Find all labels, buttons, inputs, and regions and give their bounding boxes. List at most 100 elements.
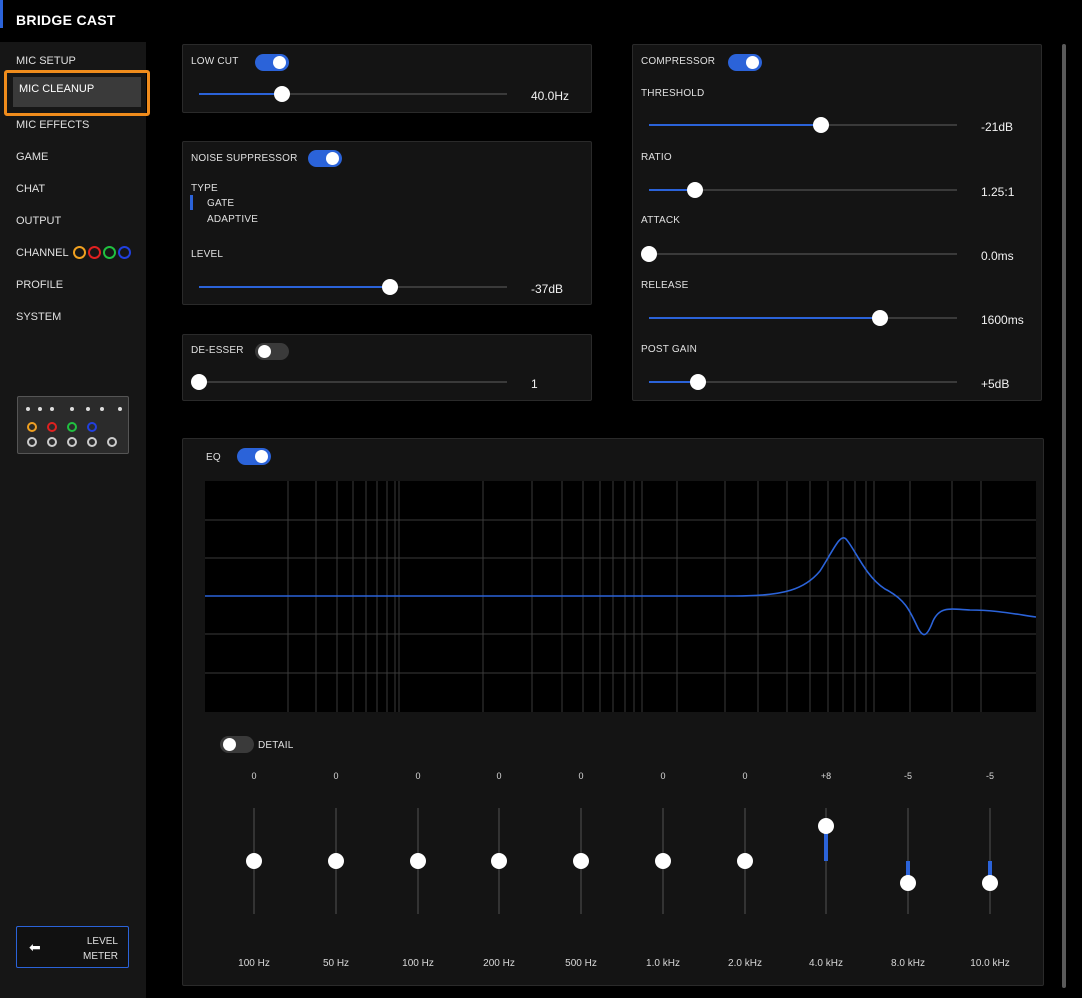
eq-band-slider[interactable] — [244, 808, 264, 914]
eq-band-gain: 0 — [742, 771, 748, 781]
compressor-panel: COMPRESSOR THRESHOLD -21dB RATIO 1.25:1 … — [632, 44, 1042, 401]
eq-band-frequency: 200 Hz — [483, 958, 515, 969]
sidebar: BRIDGE CAST MIC SETUP MIC CLEANUP MIC EF… — [0, 0, 150, 998]
eq-detail-label: DETAIL — [258, 740, 294, 751]
eq-band-frequency: 10.0 kHz — [970, 958, 1010, 969]
eq-band-gain: 0 — [496, 771, 502, 781]
eq-band-frequency: 500 Hz — [565, 958, 597, 969]
channel-ring-icon — [88, 245, 102, 259]
post-gain-label: POST GAIN — [641, 344, 698, 355]
eq-band-slider[interactable] — [816, 808, 836, 914]
ratio-slider[interactable] — [649, 182, 957, 198]
sidebar-item-label: CHANNEL — [16, 247, 69, 259]
sidebar-item-mic-cleanup-highlight: MIC CLEANUP — [13, 77, 141, 107]
scrollbar[interactable] — [1062, 44, 1066, 988]
eq-band-gain: 0 — [578, 771, 584, 781]
type-label: TYPE — [191, 183, 218, 194]
compressor-toggle[interactable] — [728, 54, 762, 71]
eq-band-frequency: 50 Hz — [322, 958, 350, 969]
type-option-adaptive[interactable]: ADAPTIVE — [207, 214, 259, 225]
de-esser-slider[interactable] — [191, 374, 507, 390]
eq-band-slider[interactable] — [489, 808, 509, 914]
noise-suppressor-panel: NOISE SUPPRESSOR TYPE GATE ADAPTIVE LEVE… — [182, 141, 592, 305]
threshold-value: -21dB — [981, 120, 1014, 134]
eq-band-gain: +8 — [820, 771, 832, 781]
release-slider[interactable] — [649, 310, 957, 326]
attack-value: 0.0ms — [981, 249, 1014, 263]
attack-label: ATTACK — [641, 215, 681, 226]
sidebar-item-channel[interactable]: CHANNEL — [16, 243, 132, 263]
sidebar-item-profile[interactable]: PROFILE — [16, 279, 64, 291]
de-esser-value: 1 — [531, 377, 538, 391]
eq-band-frequency: 4.0 kHz — [809, 958, 843, 969]
sidebar-item-mic-cleanup[interactable]: MIC CLEANUP — [4, 70, 150, 116]
app-title: BRIDGE CAST — [16, 12, 116, 28]
eq-band-frequency: 8.0 kHz — [891, 958, 925, 969]
noise-suppressor-toggle[interactable] — [308, 150, 342, 167]
level-meter-button[interactable]: ⬅ LEVEL METER — [16, 926, 129, 968]
eq-band-gain: 0 — [251, 771, 257, 781]
sidebar-item-label: MIC CLEANUP — [19, 83, 95, 95]
low-cut-value: 40.0Hz — [531, 89, 570, 103]
arrow-left-icon: ⬅ — [29, 939, 41, 955]
channel-color-rings — [71, 245, 132, 259]
type-option-gate[interactable]: GATE — [207, 198, 235, 209]
sidebar-item-mic-effects[interactable]: MIC EFFECTS — [16, 119, 90, 131]
eq-band-slider[interactable] — [408, 808, 428, 914]
level-meter-label: LEVEL METER — [83, 936, 118, 962]
noise-suppressor-label: NOISE SUPPRESSOR — [191, 153, 298, 164]
eq-band-gain: 0 — [660, 771, 666, 781]
eq-band-frequency: 100 Hz — [238, 958, 270, 969]
sidebar-item-output[interactable]: OUTPUT — [16, 215, 62, 227]
eq-band-gain: 0 — [415, 771, 421, 781]
channel-ring-icon — [103, 245, 117, 259]
device-thumbnail — [17, 396, 129, 454]
eq-band-frequency: 100 Hz — [402, 958, 434, 969]
sidebar-item-mic-setup[interactable]: MIC SETUP — [16, 55, 76, 67]
eq-response-graph — [205, 481, 1036, 712]
post-gain-slider[interactable] — [649, 374, 957, 390]
de-esser-toggle[interactable] — [255, 343, 289, 360]
attack-slider[interactable] — [641, 246, 957, 262]
eq-band-gain: -5 — [903, 771, 912, 781]
eq-band-gain: -5 — [985, 771, 994, 781]
ratio-label: RATIO — [641, 152, 672, 163]
eq-band-frequency: 1.0 kHz — [646, 958, 680, 969]
eq-label: EQ — [206, 452, 221, 463]
eq-band-slider[interactable] — [980, 808, 1000, 914]
compressor-label: COMPRESSOR — [641, 56, 716, 67]
eq-curve — [205, 537, 1036, 636]
low-cut-label: LOW CUT — [191, 56, 239, 67]
release-value: 1600ms — [981, 313, 1024, 327]
eq-band-slider[interactable] — [653, 808, 673, 914]
brand-accent-bar — [0, 0, 3, 28]
threshold-slider[interactable] — [649, 117, 957, 133]
eq-band-slider[interactable] — [326, 808, 346, 914]
eq-band-slider[interactable] — [898, 808, 918, 914]
brand-header: BRIDGE CAST — [0, 0, 146, 42]
sidebar-item-chat[interactable]: CHAT — [16, 183, 46, 195]
sidebar-item-system[interactable]: SYSTEM — [16, 311, 62, 323]
eq-band-slider[interactable] — [571, 808, 591, 914]
eq-toggle[interactable] — [237, 448, 271, 465]
noise-suppressor-level-slider[interactable] — [199, 279, 507, 295]
release-label: RELEASE — [641, 280, 689, 291]
channel-ring-icon — [118, 245, 132, 259]
channel-ring-icon — [73, 245, 87, 259]
eq-band-slider[interactable] — [735, 808, 755, 914]
eq-detail-toggle[interactable] — [220, 736, 254, 753]
eq-band-gain: 0 — [333, 771, 339, 781]
de-esser-label: DE-ESSER — [191, 345, 244, 356]
noise-suppressor-level-value: -37dB — [531, 282, 564, 296]
low-cut-panel: LOW CUT 40.0Hz — [182, 44, 592, 113]
post-gain-value: +5dB — [981, 377, 1010, 391]
level-label: LEVEL — [191, 249, 224, 260]
de-esser-panel: DE-ESSER 1 — [182, 334, 592, 401]
threshold-label: THRESHOLD — [641, 88, 705, 99]
low-cut-slider[interactable] — [199, 86, 507, 102]
eq-band-frequency: 2.0 kHz — [728, 958, 762, 969]
low-cut-toggle[interactable] — [255, 54, 289, 71]
type-selected-marker — [190, 195, 193, 210]
sidebar-item-game[interactable]: GAME — [16, 151, 49, 163]
ratio-value: 1.25:1 — [981, 185, 1015, 199]
